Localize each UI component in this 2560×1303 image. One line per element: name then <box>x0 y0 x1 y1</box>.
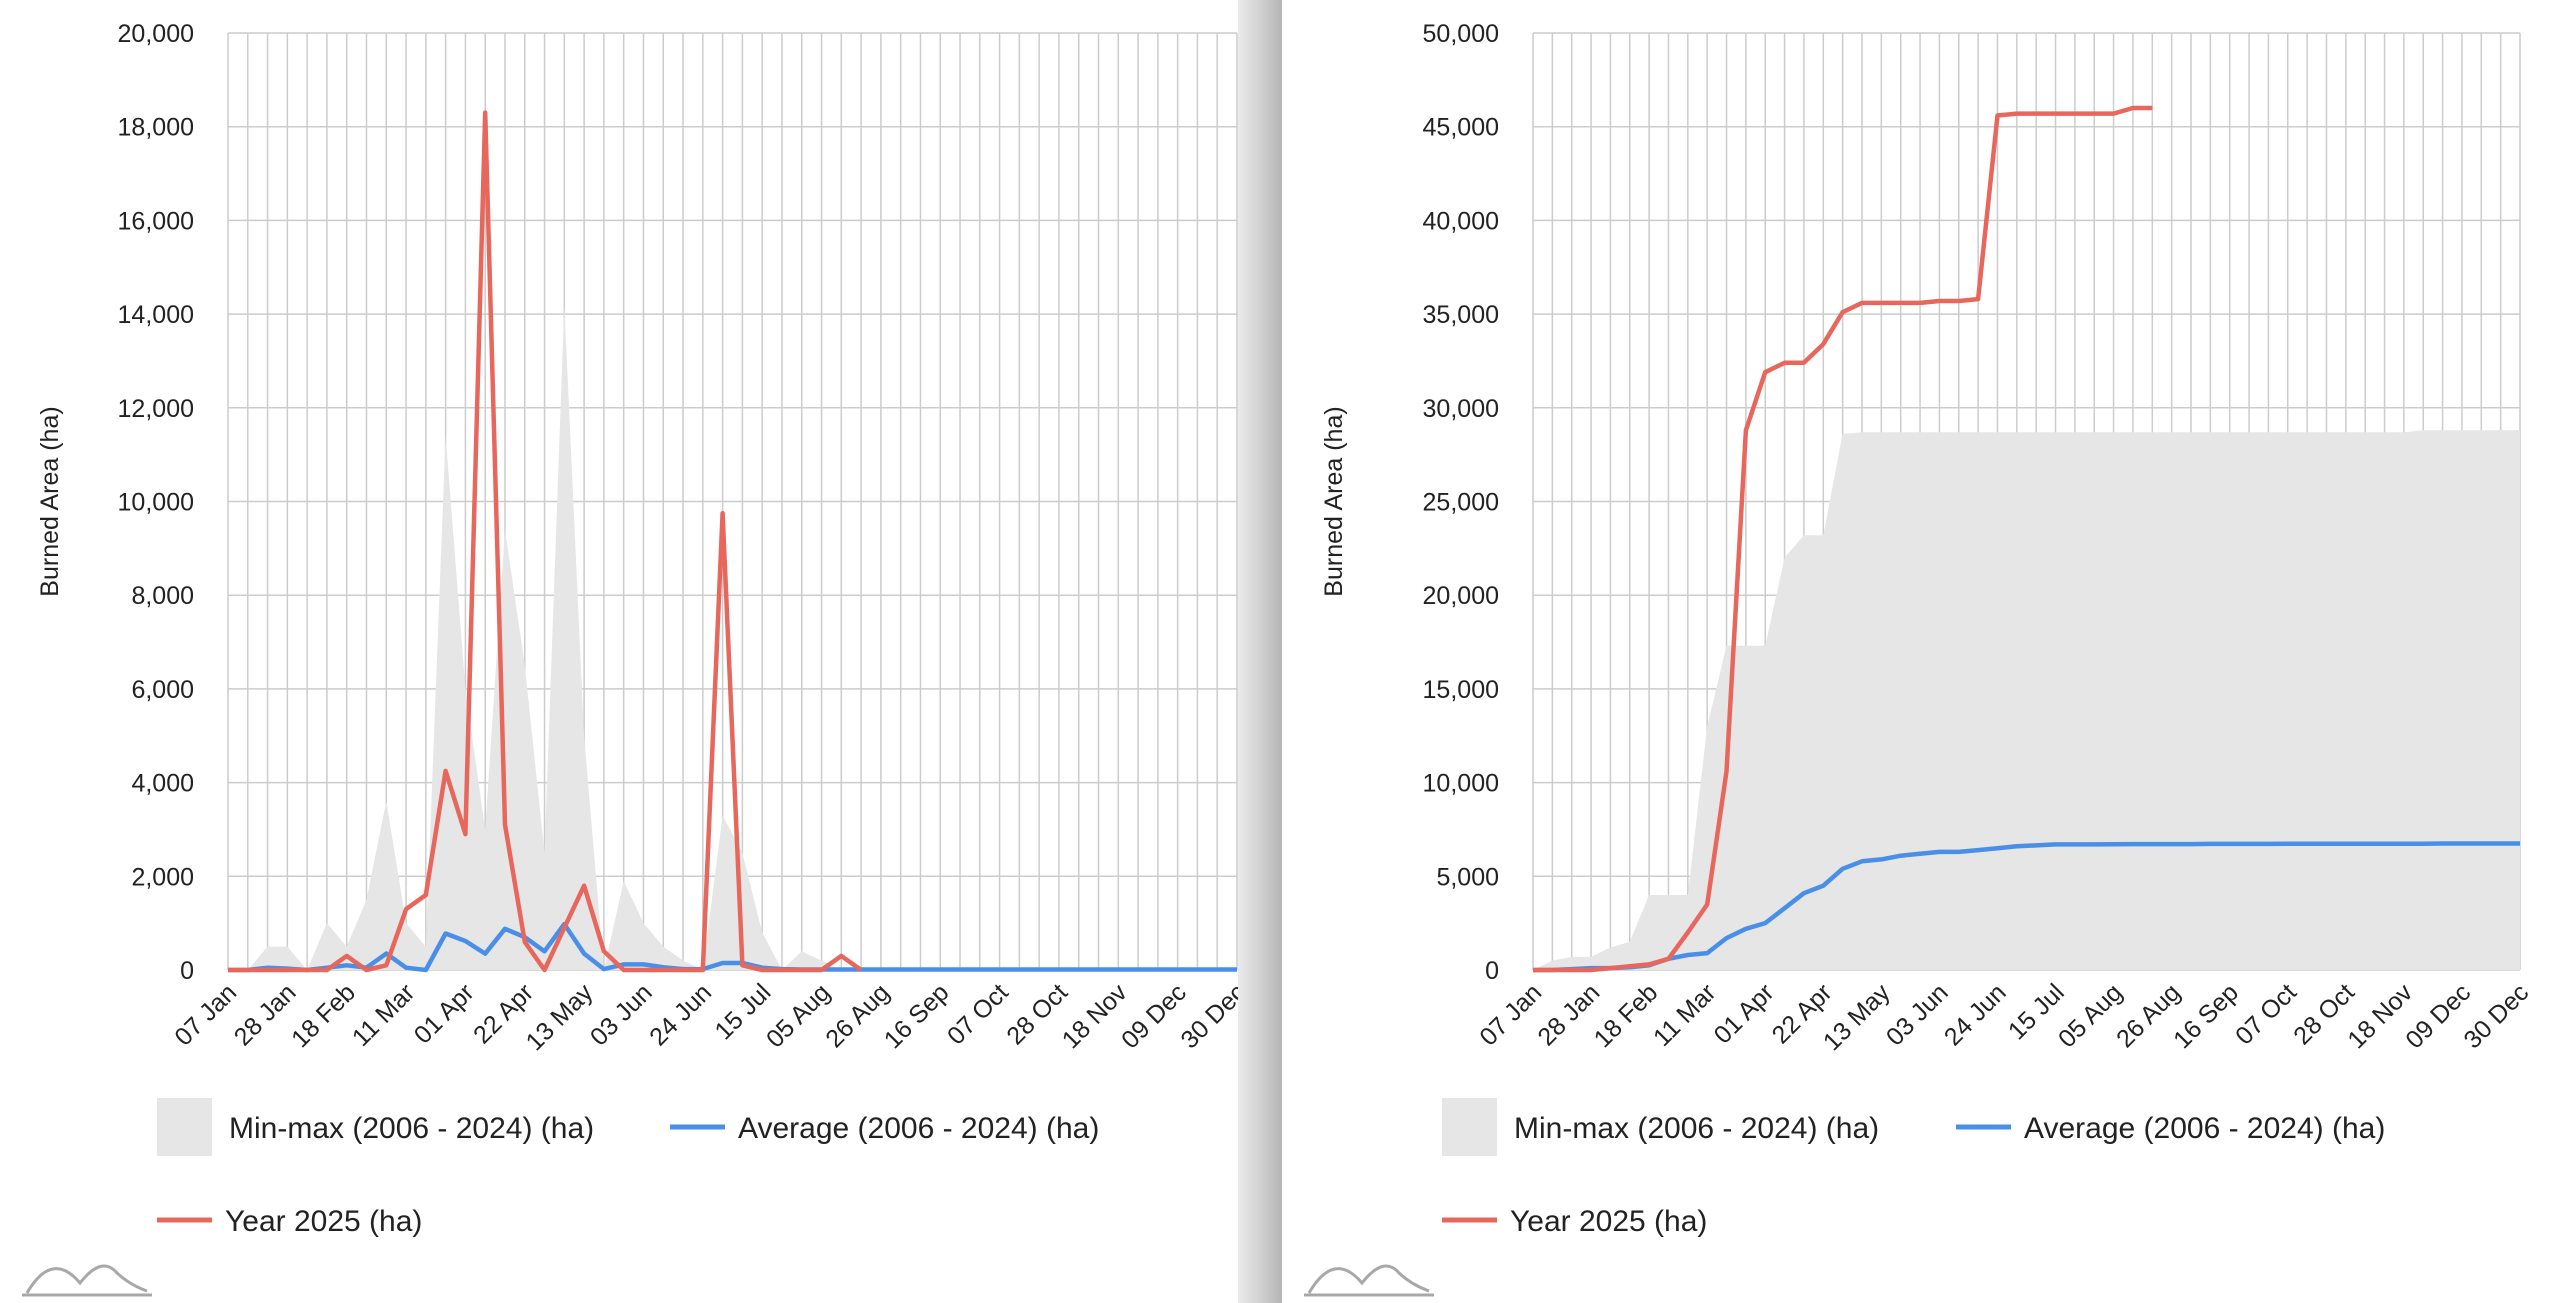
y-axis-title: Burned Area (ha) <box>36 406 64 596</box>
x-tick-label: 09 Dec <box>1116 978 1192 1054</box>
legend-label-year-2025: Year 2025 (ha) <box>225 1205 422 1238</box>
x-tick-label: 13 May <box>1818 978 1896 1056</box>
cumulative-burned-area-chart: 0 5,000 10,000 15,000 20,000 25,000 30,000 35,0… <box>1304 20 2534 1297</box>
y-tick-label: 8,000 <box>131 582 194 610</box>
x-tick-label: 09 Dec <box>2400 978 2476 1054</box>
y-tick-label: 15,000 <box>1423 676 1499 704</box>
x-tick-label: 26 Aug <box>820 978 895 1053</box>
y-tick-label: 5,000 <box>1436 863 1499 891</box>
x-tick-label: 18 Feb <box>286 978 361 1053</box>
year-2025-series-line <box>1533 105 2153 973</box>
x-tick-label: 18 Nov <box>1057 978 1133 1054</box>
y-tick-label: 2,000 <box>131 863 194 891</box>
legend-label-average: Average (2006 - 2024) (ha) <box>2024 1112 2385 1145</box>
legend-label-minmax: Min-max (2006 - 2024) (ha) <box>229 1112 594 1145</box>
panel-divider <box>1238 0 1282 1303</box>
y-tick-label: 50,000 <box>1423 20 1499 48</box>
legend-label-minmax: Min-max (2006 - 2024) (ha) <box>1514 1112 1879 1145</box>
x-tick-label: 11 Mar <box>347 978 421 1052</box>
y-tick-label: 20,000 <box>118 20 194 48</box>
y-tick-label: 4,000 <box>131 770 194 798</box>
y-axis-title: Burned Area (ha) <box>1320 406 1348 596</box>
x-tick-label: 18 Feb <box>1589 978 1664 1053</box>
y-tick-label: 30,000 <box>1423 395 1499 423</box>
x-tick-label: 07 Jan <box>1474 978 1547 1051</box>
legend-swatch-minmax <box>157 1098 212 1156</box>
y-tick-label: 18,000 <box>118 114 194 142</box>
weekly-burned-area-chart: 0 2,000 4,000 6,000 8,000 10,000 12,000 14,000 1… <box>22 20 1251 1297</box>
average-series-line <box>1533 841 2520 973</box>
y-tick-label: 25,000 <box>1423 489 1499 517</box>
x-tick-label: 05 Aug <box>2053 978 2128 1053</box>
legend-label-year-2025: Year 2025 (ha) <box>1510 1205 1707 1238</box>
legend-swatch-minmax <box>1442 1098 1497 1156</box>
minmax-band <box>228 304 1237 970</box>
x-tick-label: 16 Sep <box>2168 978 2244 1054</box>
x-tick-label: 18 Nov <box>2342 978 2418 1054</box>
x-tick-label: 03 Jun <box>585 978 658 1051</box>
y-tick-label: 20,000 <box>1423 582 1499 610</box>
y-tick-label: 0 <box>1485 957 1499 985</box>
x-tick-label: 16 Sep <box>879 978 955 1054</box>
x-tick-label: 07 Oct <box>942 978 1014 1050</box>
x-tick-label: 24 Jun <box>1939 978 2012 1051</box>
y-tick-label: 6,000 <box>131 676 194 704</box>
y-tick-label: 35,000 <box>1423 301 1499 329</box>
y-tick-label: 12,000 <box>118 395 194 423</box>
y-tick-label: 10,000 <box>118 489 194 517</box>
chart-panel-cumulative: 0 5,000 10,000 15,000 20,000 25,000 30,000 35,0… <box>1282 0 2560 1303</box>
y-tick-label: 10,000 <box>1423 770 1499 798</box>
y-tick-label: 16,000 <box>118 207 194 235</box>
y-tick-label: 0 <box>180 957 194 985</box>
y-tick-label: 14,000 <box>118 301 194 329</box>
brand-logo-mark <box>1304 1264 1434 1297</box>
brand-logo-mark <box>22 1264 152 1297</box>
x-tick-label: 01 Apr <box>1709 978 1780 1049</box>
x-tick-label: 30 Dec <box>2458 978 2534 1054</box>
y-tick-label: 45,000 <box>1423 114 1499 142</box>
legend-label-average: Average (2006 - 2024) (ha) <box>738 1112 1099 1145</box>
x-tick-label: 01 Apr <box>409 978 480 1049</box>
average-series-line <box>228 921 1237 973</box>
chart-panel-weekly: 0 2,000 4,000 6,000 8,000 10,000 12,000 14,000 1… <box>0 0 1251 1303</box>
minmax-band <box>1533 430 2520 970</box>
year-2025-series-line <box>228 110 863 973</box>
x-tick-label: 07 Jan <box>169 978 242 1051</box>
x-tick-label: 07 Oct <box>2230 978 2302 1050</box>
x-tick-label: 03 Jun <box>1881 978 1954 1051</box>
x-tick-label: 05 Aug <box>761 978 836 1053</box>
x-tick-label: 11 Mar <box>1648 978 1722 1052</box>
x-tick-label: 28 Jan <box>229 978 302 1051</box>
y-tick-label: 40,000 <box>1423 207 1499 235</box>
x-tick-label: 24 Jun <box>644 978 717 1051</box>
x-tick-label: 13 May <box>521 978 599 1056</box>
